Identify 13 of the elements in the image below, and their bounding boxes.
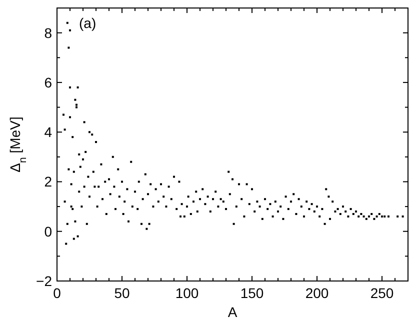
x-tick-label: 100 bbox=[175, 285, 199, 301]
y-tick-label: 6 bbox=[44, 74, 52, 90]
x-tick-label: 200 bbox=[305, 285, 329, 301]
y-tick-label: 4 bbox=[44, 124, 52, 140]
y-tick-label: −2 bbox=[36, 273, 52, 289]
annotation: (a) bbox=[79, 15, 96, 31]
x-tick-label: 50 bbox=[114, 285, 130, 301]
x-tick-label: 150 bbox=[240, 285, 264, 301]
x-axis-title: A bbox=[228, 304, 238, 320]
y-tick-label: 8 bbox=[44, 24, 52, 41]
y-tick-label: 2 bbox=[44, 174, 52, 190]
x-tick-label: 250 bbox=[370, 285, 394, 301]
y-tick-label: 0 bbox=[44, 223, 52, 240]
